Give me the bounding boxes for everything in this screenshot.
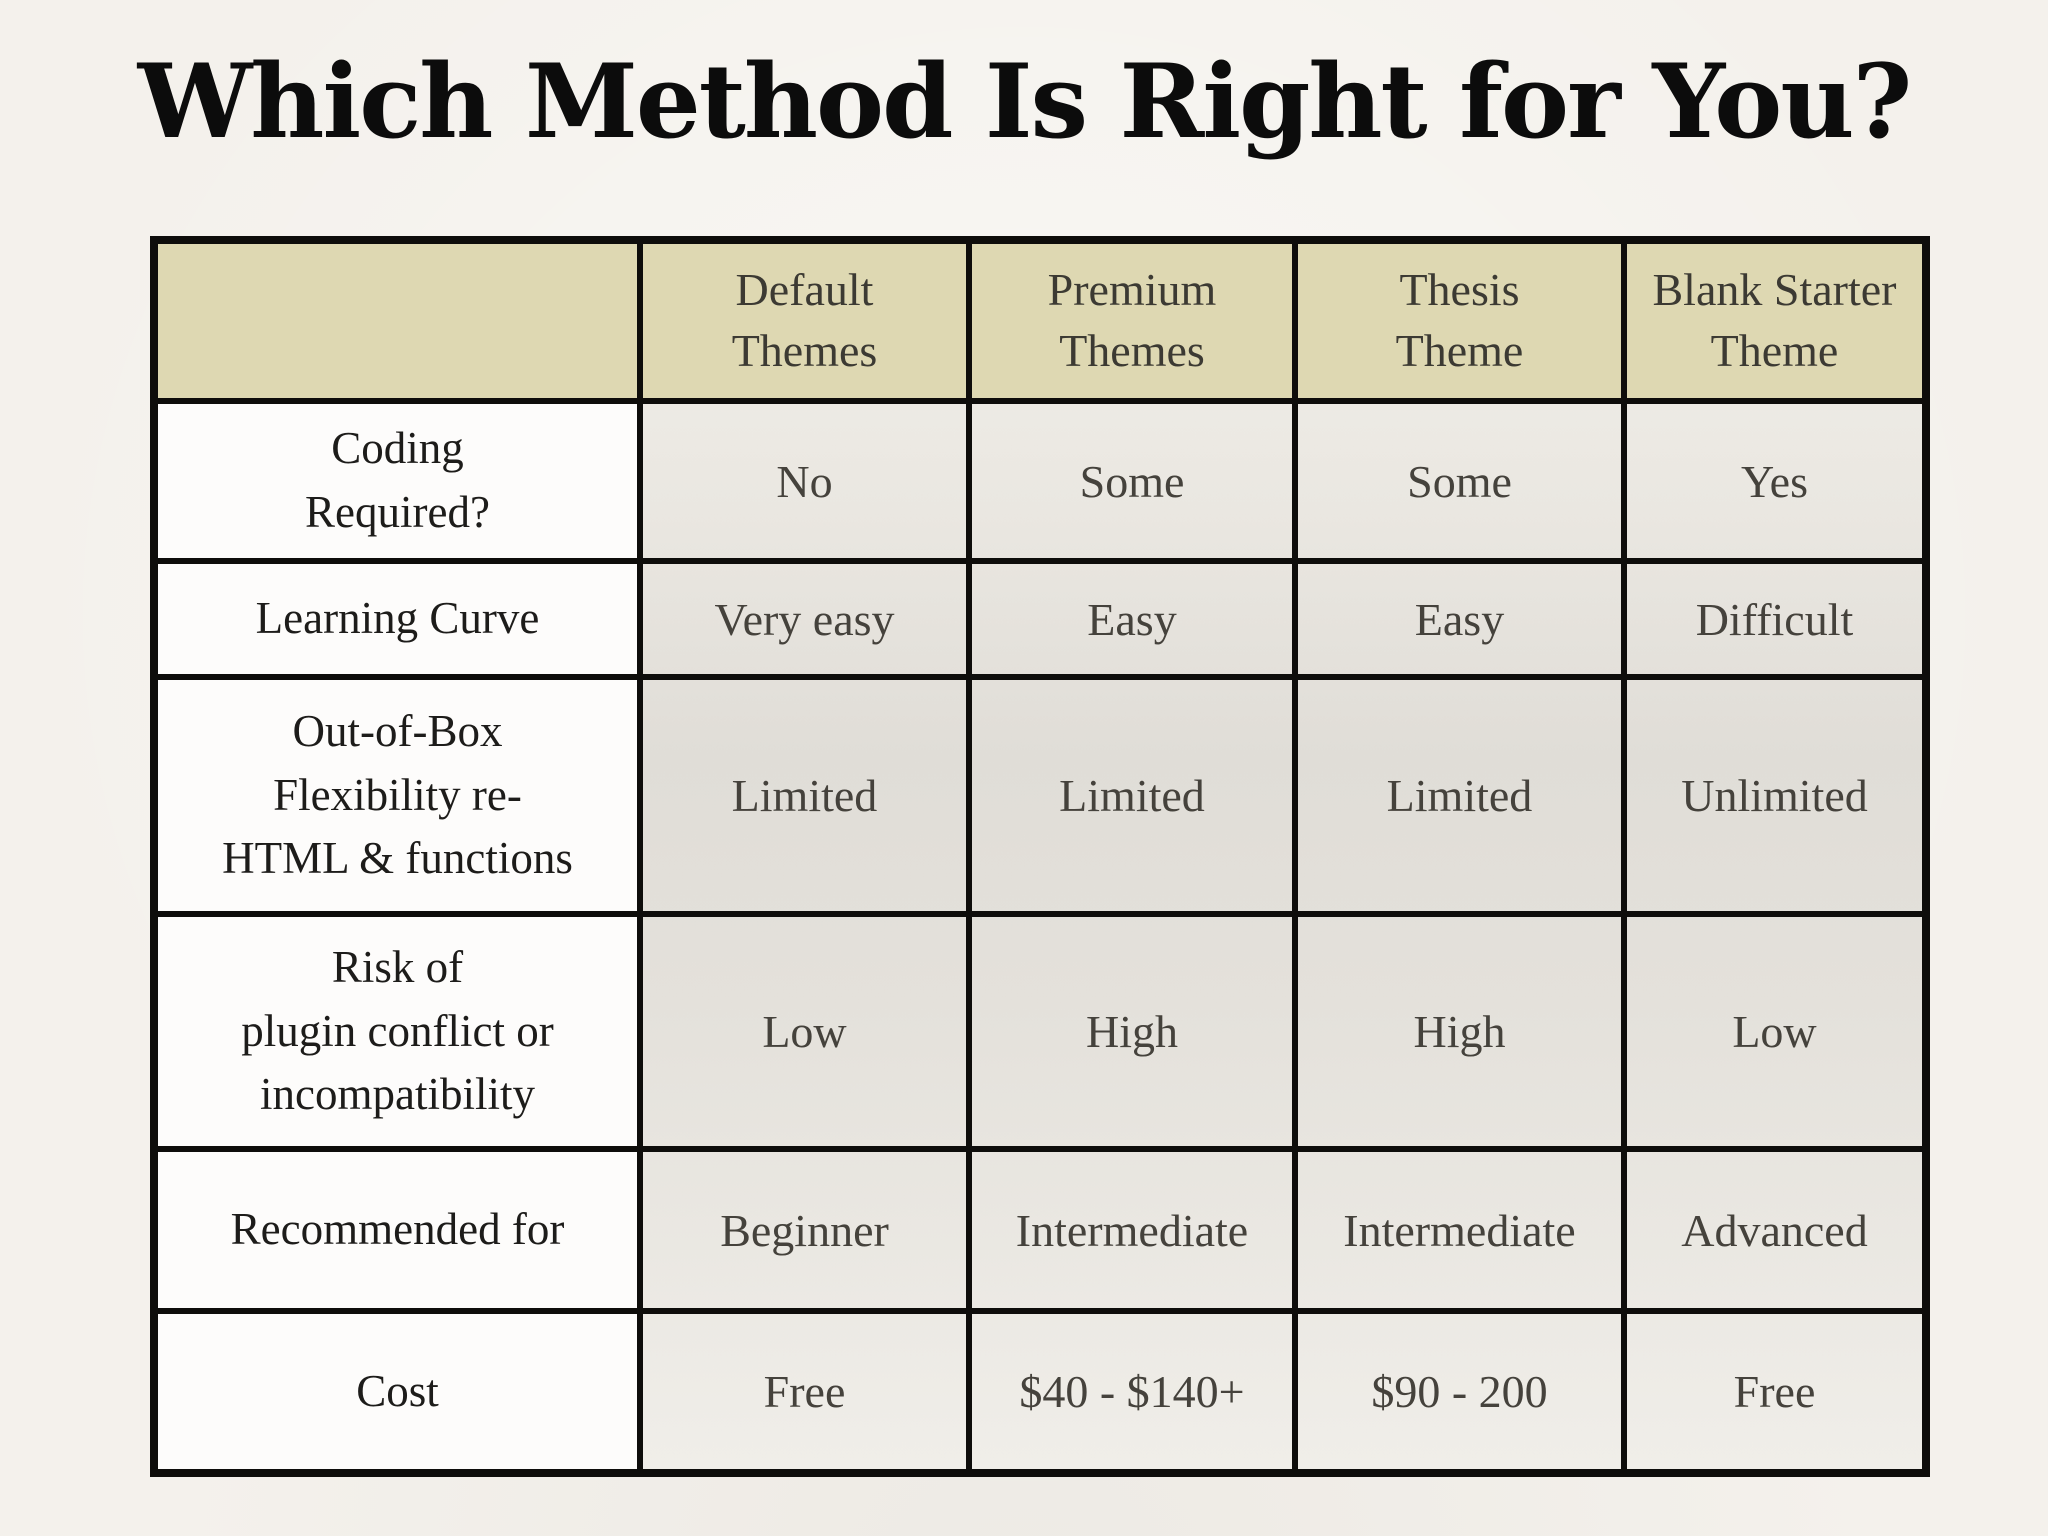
header-line: Blank Starter: [1652, 264, 1897, 316]
cell-risk-blank-starter: Low: [1621, 911, 1929, 1152]
table-row-coding-required: Coding Required? No Some Some Yes: [151, 398, 1929, 564]
row-label-coding-required: Coding Required?: [151, 398, 643, 564]
table-row-learning-curve: Learning Curve Very easy Easy Easy Diffi…: [151, 558, 1929, 680]
cell-flex-default: Limited: [637, 674, 972, 917]
cell-cost-default: Free: [637, 1308, 972, 1476]
cell-risk-thesis: High: [1292, 911, 1627, 1152]
cell-coding-thesis: Some: [1292, 398, 1627, 564]
cell-curve-default: Very easy: [637, 558, 972, 680]
table-row-flexibility: Out-of-Box Flexibility re- HTML & functi…: [151, 674, 1929, 917]
cell-cost-premium: $40 - $140+: [966, 1308, 1298, 1476]
cell-coding-default: No: [637, 398, 972, 564]
header-line: Default: [735, 264, 874, 316]
cell-curve-blank-starter: Difficult: [1621, 558, 1929, 680]
table-row-cost: Cost Free $40 - $140+ $90 - 200 Free: [151, 1308, 1929, 1476]
header-row: Default Themes Premium Themes Thesis The…: [151, 237, 1929, 404]
table-row-recommended-for: Recommended for Beginner Intermediate In…: [151, 1146, 1929, 1314]
row-label-flexibility: Out-of-Box Flexibility re- HTML & functi…: [151, 674, 643, 917]
header-line: Themes: [731, 325, 878, 376]
cell-cost-blank-starter: Free: [1621, 1308, 1929, 1476]
label-line: Learning Curve: [255, 593, 540, 644]
label-line: Cost: [356, 1365, 439, 1416]
label-line: Risk of: [331, 941, 464, 992]
cell-recommended-blank-starter: Advanced: [1621, 1146, 1929, 1314]
cell-risk-premium: High: [966, 911, 1298, 1152]
header-line: Premium: [1047, 264, 1217, 316]
cell-recommended-premium: Intermediate: [966, 1146, 1298, 1314]
header-line: Theme: [1710, 325, 1839, 376]
row-label-learning-curve: Learning Curve: [151, 558, 643, 680]
header-premium-themes: Premium Themes: [966, 237, 1298, 404]
label-line: HTML & functions: [222, 833, 573, 884]
comparison-table: Default Themes Premium Themes Thesis The…: [150, 236, 1930, 1477]
cell-risk-default: Low: [637, 911, 972, 1152]
label-line: Coding: [331, 423, 464, 474]
header-default-themes: Default Themes: [637, 237, 972, 404]
header-blank-starter-theme: Blank Starter Theme: [1621, 237, 1929, 404]
header-empty-cell: [151, 237, 643, 404]
header-line: Thesis: [1399, 264, 1520, 316]
cell-flex-thesis: Limited: [1292, 674, 1627, 917]
header-line: Themes: [1059, 325, 1205, 376]
row-label-plugin-risk: Risk of plugin conflict or incompatibili…: [151, 911, 643, 1152]
cell-curve-premium: Easy: [966, 558, 1298, 680]
cell-recommended-thesis: Intermediate: [1292, 1146, 1627, 1314]
label-line: Recommended for: [230, 1204, 565, 1255]
slide-title: Which Method Is Right for You?: [137, 42, 1913, 162]
row-label-cost: Cost: [151, 1308, 643, 1476]
cell-coding-blank-starter: Yes: [1621, 398, 1929, 564]
table-row-plugin-risk: Risk of plugin conflict or incompatibili…: [151, 911, 1929, 1152]
cell-flex-premium: Limited: [966, 674, 1298, 917]
header-line: Theme: [1395, 325, 1524, 376]
label-line: incompatibility: [260, 1069, 535, 1120]
label-line: Out-of-Box: [292, 705, 503, 756]
cell-curve-thesis: Easy: [1292, 558, 1627, 680]
label-line: plugin conflict or: [241, 1005, 554, 1056]
header-thesis-theme: Thesis Theme: [1292, 237, 1627, 404]
cell-coding-premium: Some: [966, 398, 1298, 564]
label-line: Flexibility re-: [273, 769, 522, 820]
cell-recommended-default: Beginner: [637, 1146, 972, 1314]
label-line: Required?: [305, 487, 490, 537]
cell-cost-thesis: $90 - 200: [1292, 1308, 1627, 1476]
row-label-recommended-for: Recommended for: [151, 1146, 643, 1314]
cell-flex-blank-starter: Unlimited: [1621, 674, 1929, 917]
